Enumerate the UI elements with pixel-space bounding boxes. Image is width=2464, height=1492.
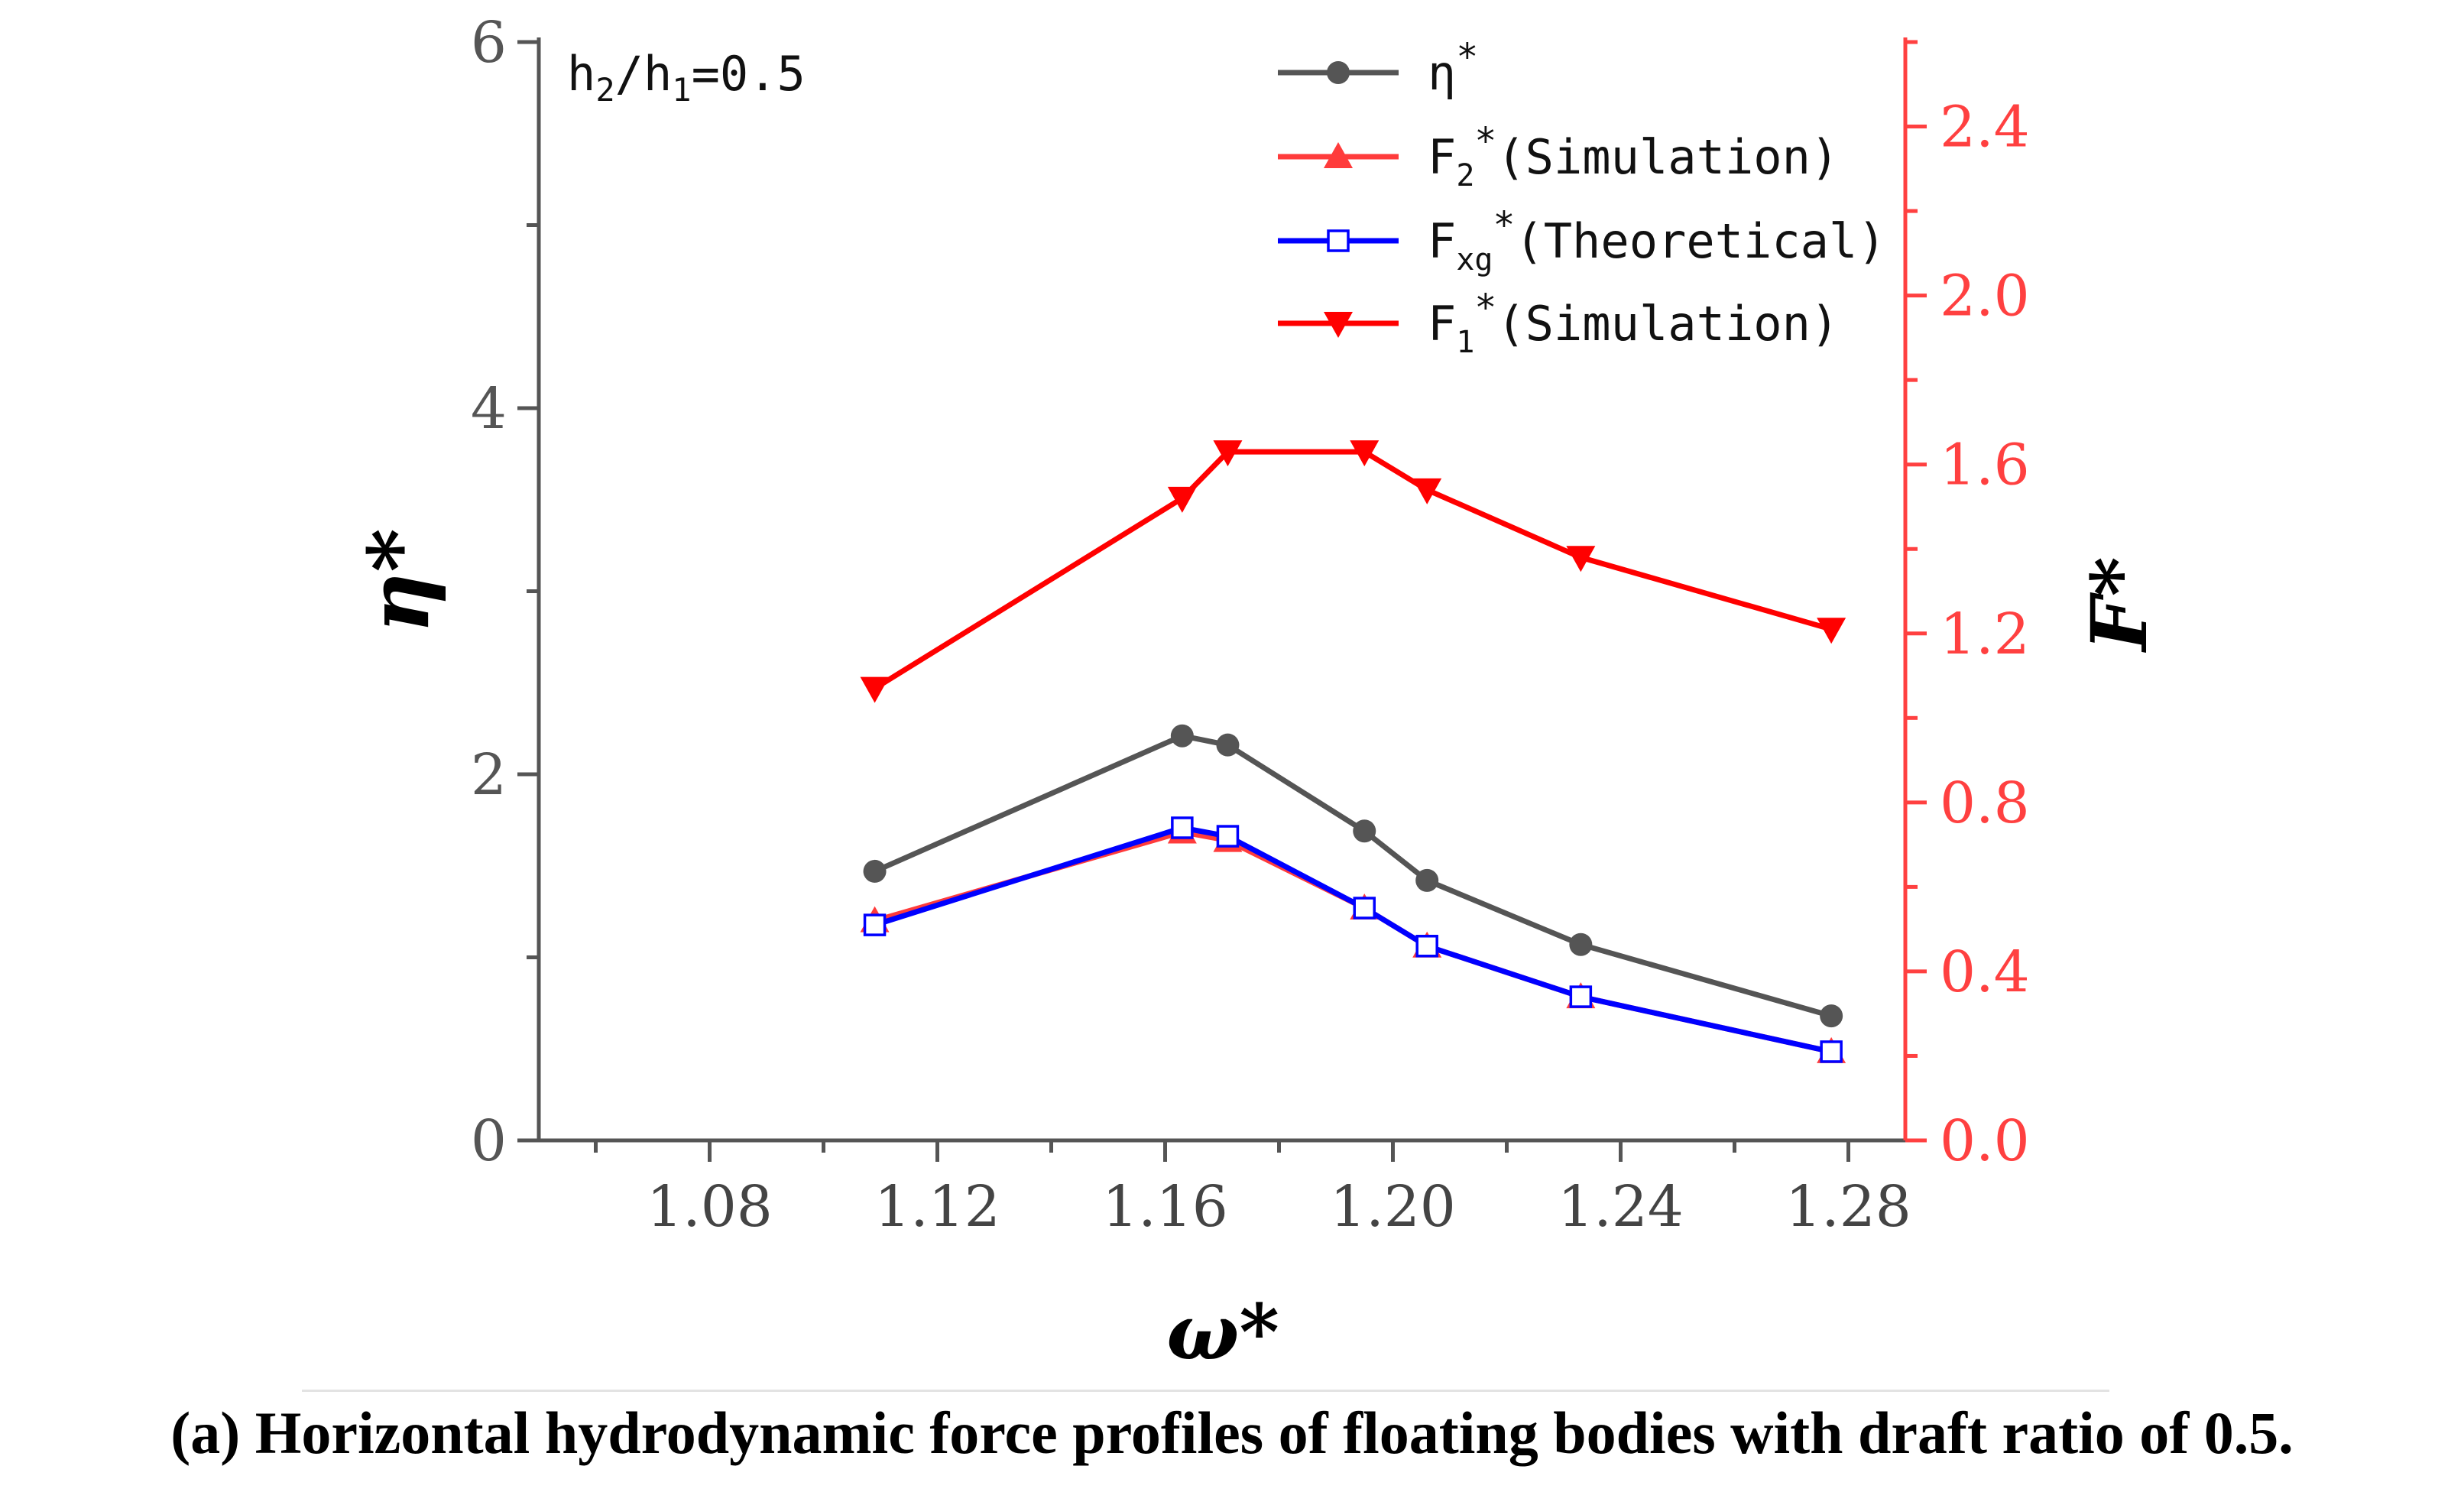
legend-swatch-marker [1327, 229, 1350, 252]
series-line [873, 449, 1833, 691]
data-point [1353, 819, 1376, 843]
data-point [1170, 724, 1194, 748]
data-point [1171, 816, 1194, 839]
data-point [863, 913, 887, 936]
data-point [860, 676, 890, 703]
data-point [1820, 1004, 1843, 1028]
series-2 [863, 816, 1843, 1063]
data-point [1350, 440, 1380, 467]
legend-entry: F1*(Simulation) [1278, 287, 1839, 360]
legend-swatch-marker [1327, 61, 1350, 84]
chart: 0 2 4 6 0.0 0.4 0.8 1.2 1.6 2.0 2.4 1.08 1.12 1.16 1.2… [349, 10, 2164, 1376]
series-1 [860, 817, 1846, 1063]
series-layer [860, 440, 1846, 1063]
right-tick-label: 0.8 [1940, 770, 2030, 836]
legend-swatch-marker [1324, 142, 1353, 168]
series-line [874, 733, 1833, 1019]
data-point [1569, 932, 1593, 956]
data-point [1415, 868, 1439, 892]
left-tick-label: 6 [471, 10, 507, 76]
right-tick-label: 0.4 [1940, 939, 2030, 1005]
legend-entry: η* [1278, 36, 1478, 101]
right-tick-label: 1.6 [1940, 433, 2030, 498]
x-tick-label: 1.28 [1785, 1174, 1911, 1240]
right-tick-label: 1.2 [1940, 602, 2030, 667]
data-point [1566, 546, 1596, 572]
legend-label: F1*(Simulation) [1428, 287, 1839, 360]
left-tick-label: 0 [471, 1108, 507, 1174]
data-point [1167, 486, 1197, 513]
legend-swatch-marker [1324, 312, 1353, 338]
axes: 0 2 4 6 0.0 0.4 0.8 1.2 1.6 2.0 2.4 1.08 1.12 1.16 1.2… [349, 10, 2164, 1376]
figure-caption: (a) Horizontal hydrodynamic force profil… [170, 1400, 2294, 1466]
legend-label: Fxg*(Theoretical) [1428, 204, 1886, 277]
data-point [1216, 733, 1240, 757]
legend-label: F2*(Simulation) [1428, 120, 1839, 193]
right-tick-label: 2.0 [1940, 264, 2030, 329]
x-tick-label: 1.20 [1330, 1174, 1456, 1240]
data-point [1820, 1040, 1843, 1063]
x-tick-label: 1.12 [874, 1174, 1000, 1240]
data-point [1353, 897, 1376, 920]
data-point [1817, 618, 1846, 644]
data-point [1216, 825, 1240, 848]
annotation-draft-ratio: h2/h1=0.5 [567, 46, 806, 109]
data-point [1415, 935, 1438, 958]
legend-label: η* [1428, 36, 1478, 101]
x-axis-title: ω* [1166, 1287, 1279, 1376]
right-tick-label: 0.0 [1940, 1108, 2030, 1174]
data-point [1569, 985, 1593, 1008]
left-axis-title: η* [349, 528, 448, 634]
legend: η* F2*(Simulation) Fxg*(Theoretical) F1*(Si… [1278, 36, 1886, 360]
legend-entry: F2*(Simulation) [1278, 120, 1839, 193]
data-point [1213, 440, 1243, 467]
x-tick-label: 1.16 [1102, 1174, 1228, 1240]
x-tick-label: 1.08 [647, 1174, 773, 1240]
series-3 [860, 440, 1846, 703]
series-line [874, 825, 1832, 1055]
series-0 [863, 724, 1843, 1028]
caption-divider [302, 1390, 2109, 1392]
left-tick-label: 2 [471, 742, 507, 808]
right-tick-label: 2.4 [1940, 95, 2030, 161]
data-point [863, 859, 887, 883]
right-axis-title: F* [2074, 556, 2164, 653]
x-tick-label: 1.24 [1558, 1174, 1684, 1240]
data-point [1412, 478, 1442, 504]
left-tick-label: 4 [471, 376, 507, 442]
legend-entry: Fxg*(Theoretical) [1278, 204, 1886, 277]
